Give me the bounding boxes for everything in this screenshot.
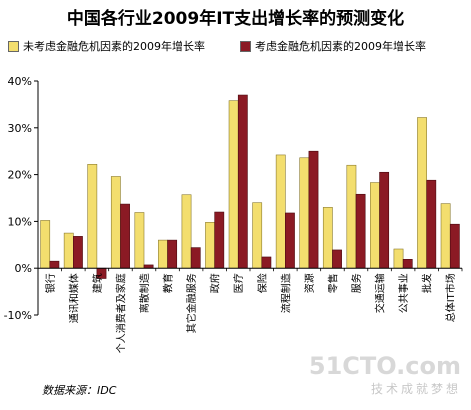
x-category-label: 批发 [421,273,434,293]
x-category-label: 政府 [209,273,222,293]
bar-2-8 [237,94,248,269]
bar-1-5 [158,239,168,269]
legend-label-series-1: 未考虑金融危机因素的2009年增长率 [23,40,205,53]
y-tick-label: 30% [8,122,32,135]
legend-swatch-series-2 [240,40,251,52]
bar-2-16 [426,179,437,269]
bar-1-17 [440,203,451,269]
bar-1-14 [370,182,380,269]
bar-1-8 [228,100,239,269]
bar-1-13 [346,164,357,269]
bar-1-4 [134,212,145,269]
bar-1-16 [417,117,427,269]
x-category-label: 交通运输 [374,273,387,313]
x-category-label: 离散制造 [138,273,151,313]
x-category-label: 保险 [256,273,269,293]
bar-1-11 [299,157,310,269]
bar-1-9 [252,202,263,269]
bar-2-3 [120,203,130,269]
legend-item-series-2: 考虑金融危机因素的2009年增长率 [240,38,426,54]
bar-2-17 [449,223,460,269]
bar-1-0 [40,220,51,269]
data-source-note: 数据来源：IDC [42,384,117,397]
y-tick-label: 10% [8,215,32,228]
bar-2-12 [332,249,342,269]
bar-2-15 [402,259,413,269]
x-category-label: 建筑 [91,273,104,293]
x-category-label: 资源 [303,273,316,293]
bar-2-6 [190,247,201,269]
bar-2-1 [73,236,83,269]
bar-2-13 [355,193,366,269]
legend-label-series-2: 考虑金融危机因素的2009年增长率 [255,40,426,53]
watermark-logo: 51CTO.com [308,352,461,380]
x-category-label: 总体IT市场 [444,273,457,322]
bar-1-6 [181,194,192,269]
bar-1-10 [275,154,286,269]
y-tick-label: 0% [15,262,32,275]
bar-1-7 [205,222,215,269]
bar-2-10 [285,212,295,269]
bar-2-11 [308,150,319,269]
y-tick-label: 40% [8,75,32,88]
x-category-label: 服务 [350,273,363,293]
bar-1-15 [393,248,404,269]
x-category-label: 流程制造 [279,273,292,313]
watermark-slogan: 技术成就梦想 [370,382,461,396]
y-tick-label: -10% [4,309,32,322]
legend-item-series-1: 未考虑金融危机因素的2009年增长率 [8,38,205,54]
bar-1-1 [63,232,74,269]
bar-2-0 [49,260,60,269]
x-category-label: 其它金融服务 [185,273,198,333]
bar-2-14 [379,171,390,269]
y-tick-label: 20% [8,169,32,182]
bar-2-5 [167,239,178,269]
watermark: 51CTO.com 技术成就梦想 [309,352,461,397]
bar-1-2 [87,164,98,269]
bar-2-7 [214,211,225,269]
bar-2-9 [261,256,272,269]
x-category-label: 医疗 [232,273,245,293]
x-category-label: 个人消费者及家庭 [114,273,127,353]
chart-title: 中国各行业2009年IT支出增长率的预测变化 [66,9,405,29]
x-category-label: 银行 [44,273,57,293]
x-category-label: 通讯和媒体 [68,273,80,323]
x-category-label: 公共事业 [397,273,410,313]
legend-swatch-series-1 [8,40,19,52]
chart-legend: 未考虑金融危机因素的2009年增长率 考虑金融危机因素的2009年增长率 [8,38,468,60]
x-category-label: 教育 [162,273,175,293]
x-category-label: 零售 [326,273,339,293]
bar-1-12 [322,207,333,269]
bar-1-3 [110,176,121,269]
